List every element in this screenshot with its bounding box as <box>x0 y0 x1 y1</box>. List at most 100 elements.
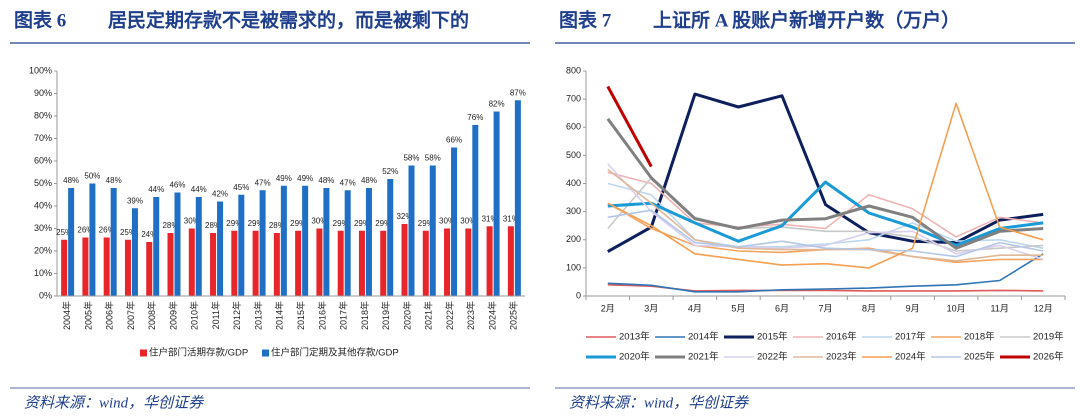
legend-label: 2019年 <box>1033 331 1064 343</box>
x-tick-label: 2022年 <box>444 301 455 330</box>
bar <box>110 188 117 296</box>
x-tick-label: 2024年 <box>486 301 497 330</box>
value-label: 47% <box>255 178 271 187</box>
value-label: 50% <box>84 172 100 181</box>
chart-title: 居民定期存款不是被需求的，而是被剩下的 <box>108 8 469 31</box>
value-label: 48% <box>106 176 122 185</box>
legend-label: 2015年 <box>757 331 788 343</box>
source: 资料来源：wind，华创证券 <box>24 394 204 411</box>
y-tick-label: 60% <box>34 155 52 165</box>
value-label: 29% <box>290 219 306 228</box>
legend-label: 2023年 <box>826 351 857 363</box>
value-label: 25% <box>56 228 72 237</box>
legend-label: 2017年 <box>895 331 926 343</box>
x-tick-label: 2004年 <box>61 301 72 330</box>
value-label: 30% <box>311 217 327 226</box>
legend-label: 2026年 <box>1033 351 1064 363</box>
value-label: 29% <box>248 219 264 228</box>
x-tick-label: 2021年 <box>423 301 434 330</box>
x-tick-label: 2019年 <box>380 301 391 330</box>
bar <box>365 188 372 296</box>
x-tick-label: 2005年 <box>82 301 93 330</box>
series-line <box>607 163 1044 261</box>
x-tick-label: 12月 <box>1034 303 1053 313</box>
bar <box>451 147 458 296</box>
series-line <box>607 102 1044 269</box>
bar <box>103 237 110 296</box>
bar <box>358 230 365 296</box>
value-label: 44% <box>148 185 164 194</box>
bar <box>429 165 436 296</box>
x-tick-label: 2018年 <box>359 301 370 330</box>
y-tick-label: 100 <box>566 262 581 272</box>
x-tick-label: 2011年 <box>210 301 221 329</box>
bar <box>486 226 493 296</box>
x-tick-label: 2012年 <box>231 301 242 330</box>
series-line <box>607 209 1044 258</box>
bar <box>259 190 266 296</box>
y-tick-label: 90% <box>34 88 52 98</box>
y-tick-label: 20% <box>34 245 52 255</box>
bar <box>472 125 479 296</box>
bar <box>252 230 259 296</box>
y-tick-label: 0 <box>576 290 581 300</box>
y-tick-label: 30% <box>34 223 52 233</box>
legend-label: 2014年 <box>688 331 719 343</box>
series-line <box>606 117 1044 250</box>
bar <box>231 230 238 296</box>
bar <box>316 228 323 296</box>
value-label: 39% <box>127 196 143 205</box>
bar <box>422 230 429 296</box>
value-label: 49% <box>297 174 313 183</box>
series-line <box>607 171 1044 238</box>
value-label: 28% <box>205 221 221 230</box>
value-label: 42% <box>212 190 228 199</box>
series-line <box>606 85 653 168</box>
value-label: 45% <box>233 183 249 192</box>
value-label: 29% <box>333 219 349 228</box>
x-tick-label: 2009年 <box>167 301 178 330</box>
x-tick-label: 2007年 <box>125 301 136 330</box>
value-label: 49% <box>276 174 292 183</box>
y-tick-label: 0% <box>39 290 52 300</box>
bar <box>273 233 280 296</box>
bar <box>195 197 202 296</box>
value-label: 48% <box>318 176 334 185</box>
value-label: 32% <box>396 212 412 221</box>
bar <box>61 239 68 296</box>
series-line <box>607 92 1044 253</box>
value-label: 30% <box>439 217 455 226</box>
value-label: 87% <box>510 88 526 97</box>
bar <box>188 228 195 296</box>
bar <box>380 230 387 296</box>
x-tick-label: 10月 <box>947 303 966 313</box>
bar <box>465 228 472 296</box>
x-tick-label: 3月 <box>644 303 658 313</box>
value-label: 48% <box>361 176 377 185</box>
legend-swatch <box>140 349 147 357</box>
series-line <box>607 253 1044 293</box>
bar <box>89 183 96 296</box>
x-tick-label: 2006年 <box>104 301 115 330</box>
legend-label: 2025年 <box>964 351 995 363</box>
bar <box>238 194 245 296</box>
x-tick-label: 2017年 <box>338 301 349 330</box>
y-tick-label: 70% <box>34 133 52 143</box>
value-label: 28% <box>162 221 178 230</box>
x-tick-label: 2014年 <box>274 301 285 330</box>
y-tick-label: 100% <box>29 65 52 75</box>
value-label: 76% <box>467 113 483 122</box>
x-tick-label: 11月 <box>991 303 1009 313</box>
bar <box>444 228 451 296</box>
bar <box>174 192 181 296</box>
y-tick-label: 400 <box>566 178 581 188</box>
bar <box>146 242 153 296</box>
chart-title: 上证所 A 股账户新增开户数（万户） <box>653 8 960 31</box>
x-tick-label: 2008年 <box>146 301 157 330</box>
legend-label: 2024年 <box>895 351 926 363</box>
y-tick-label: 200 <box>566 234 581 244</box>
y-tick-label: 700 <box>566 94 581 104</box>
bar <box>295 230 302 296</box>
x-tick-label: 2月 <box>601 303 615 313</box>
bar <box>82 237 89 296</box>
